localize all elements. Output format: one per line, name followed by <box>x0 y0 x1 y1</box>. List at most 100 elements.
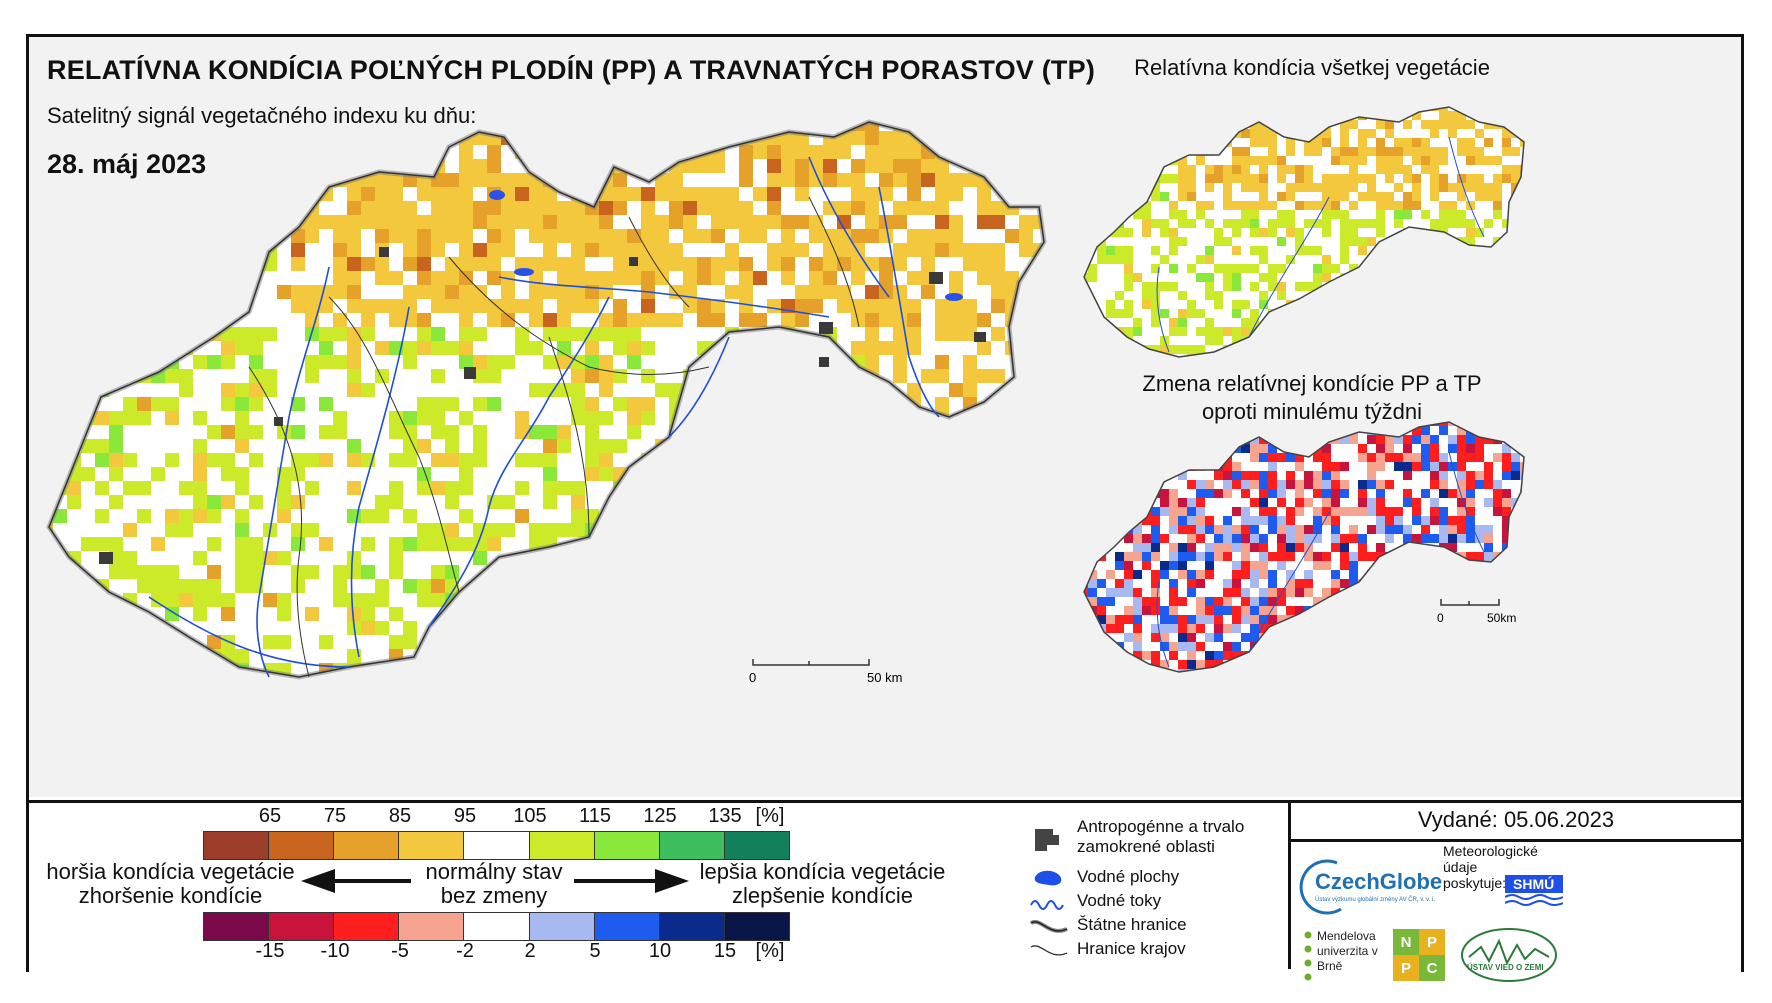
worse-label-2: zhoršenie kondície <box>78 883 263 908</box>
nppc-letter: P <box>1419 929 1445 955</box>
change-colorbar <box>203 912 790 941</box>
legend-rivers: Vodné toky <box>1029 891 1289 913</box>
condition-tick: 65 <box>258 805 282 827</box>
condition-tick: 135 <box>708 805 742 827</box>
issued-date: Vydané: 05.06.2023 <box>1417 807 1615 832</box>
legend-arrows <box>301 869 689 893</box>
condition-color-swatch <box>464 832 530 859</box>
arrow-left-icon <box>301 869 335 893</box>
shmu-logo: SHMÚ <box>1505 867 1563 911</box>
scale-main-end: 50 km <box>867 670 902 685</box>
condition-tick: 125 <box>643 805 677 827</box>
river-icon <box>1030 900 1064 910</box>
anthropogenic-areas-main <box>99 247 986 564</box>
change-tick: -5 <box>391 940 409 962</box>
condition-tick-unit: [%] <box>755 805 785 827</box>
region-border-icon <box>1030 945 1068 956</box>
condition-color-swatch <box>529 832 595 859</box>
map-panel: 0 50 km <box>29 37 1741 797</box>
region-borders-main <box>248 196 860 678</box>
nppc-letter: C <box>1419 955 1445 981</box>
condition-color-swatch <box>334 832 400 859</box>
scale-main-zero: 0 <box>749 670 756 685</box>
inset-all-vegetation-map <box>1084 107 1524 357</box>
better-label-1: lepšia kondícia vegetácie <box>699 859 946 884</box>
date-label: 28. máj 2023 <box>47 149 207 179</box>
change-color-swatch <box>659 913 725 940</box>
change-color-swatch <box>464 913 530 940</box>
condition-color-swatch <box>659 832 725 859</box>
legend-panel: 65 75 85 95 105 115 125 135 [%] horšia k… <box>29 800 1741 982</box>
legend-anthropogenic-label: Antropogénne a trvalo zamokrené oblasti <box>1077 817 1245 856</box>
change-tick: 10 <box>648 940 672 962</box>
normal-label-1: normálny stav <box>425 859 563 884</box>
water-body-icon <box>1034 870 1062 886</box>
rivers-inset-a <box>1156 136 1485 353</box>
change-ticks: -15 -10 -5 -2 2 5 10 15 [%] <box>203 940 803 964</box>
rivers-inset-b <box>1156 451 1485 668</box>
condition-tick: 105 <box>513 805 547 827</box>
condition-tick: 75 <box>323 805 347 827</box>
condition-color-swatch <box>204 832 270 859</box>
change-tick: 15 <box>713 940 737 962</box>
mendel-text: Mendelova univerzita v Brně <box>1317 929 1378 973</box>
nppc-letter: P <box>1393 955 1419 981</box>
inset-change-map <box>1084 422 1524 672</box>
czechglobe-logo: CzechGlobe Ústav výzkumu globální změny … <box>1297 855 1442 917</box>
condition-tick: 95 <box>453 805 477 827</box>
change-tick: 2 <box>524 940 536 962</box>
legend-water-bodies: Vodné plochy <box>1029 867 1289 889</box>
inset-top-title: Relatívna kondícia všetkej vegetácie <box>1134 55 1490 80</box>
condition-color-swatch <box>399 832 465 859</box>
legend-separator <box>1288 803 1291 969</box>
map-frame: 0 50 km <box>26 34 1744 982</box>
change-color-swatch <box>269 913 335 940</box>
state-border-icon <box>1029 919 1068 933</box>
condition-ticks: 65 75 85 95 105 115 125 135 [%] <box>203 805 803 829</box>
change-color-swatch <box>399 913 465 940</box>
czechglobe-text: CzechGlobe <box>1315 869 1443 894</box>
scale-bar-main <box>752 659 870 666</box>
worse-label-1: horšia kondícia vegetácie <box>46 859 295 884</box>
change-tick: -10 <box>320 940 350 962</box>
map-svg: 0 50 km <box>29 106 1525 685</box>
water-bodies-main <box>489 190 963 301</box>
change-color-swatch <box>529 913 595 940</box>
change-tick: -2 <box>456 940 474 962</box>
change-color-swatch <box>204 913 270 940</box>
uvz-logo: ÚSTAV VIED O ZEMI <box>1459 927 1559 983</box>
condition-color-swatch <box>724 832 789 859</box>
legend-region-border-label: Hranice krajov <box>1077 939 1186 958</box>
uvz-text: ÚSTAV VIED O ZEMI <box>1467 963 1544 972</box>
scale-bar-inset <box>1440 599 1500 606</box>
nppc-letter: N <box>1393 929 1419 955</box>
legend-rivers-label: Vodné toky <box>1077 891 1162 910</box>
legend-region-border: Hranice krajov <box>1029 939 1289 961</box>
rivers-main <box>148 156 940 678</box>
czechglobe-subtext: Ústav výzkumu globální změny AV ČR, v. v… <box>1315 897 1436 903</box>
condition-tick: 85 <box>388 805 412 827</box>
inset-bottom-title-2: oproti minulému týždni <box>1201 399 1423 424</box>
page-title: RELATÍVNA KONDÍCIA POĽNÝCH PLODÍN (PP) A… <box>47 55 1096 85</box>
change-color-swatch <box>334 913 400 940</box>
legend-anthropogenic: Antropogénne a trvalo zamokrené oblasti <box>1029 817 1289 859</box>
change-tick-unit: [%] <box>755 940 785 962</box>
better-label-2: zlepšenie kondície <box>731 883 913 908</box>
condition-color-swatch <box>594 832 660 859</box>
legend-state-border-label: Štátne hranice <box>1077 915 1187 934</box>
meteo-provider-label: Meteorologické údaje poskytuje: <box>1443 843 1538 891</box>
change-color-swatch <box>594 913 660 940</box>
subtitle: Satelitný signál vegetačného indexu ku d… <box>47 103 477 128</box>
mendel-logo: Mendelova univerzita v Brně <box>1304 929 1379 981</box>
legend-state-border: Štátne hranice <box>1029 915 1289 937</box>
anthropogenic-icon <box>1035 829 1059 851</box>
scale-inset-zero: 0 <box>1437 611 1444 625</box>
arrow-right-icon <box>655 869 689 893</box>
inset-bottom-title-1: Zmena relatívnej kondície PP a TP <box>1142 371 1482 396</box>
condition-tick: 115 <box>579 805 611 827</box>
shmu-text: SHMÚ <box>1513 876 1555 892</box>
normal-label-2: bez zmeny <box>440 883 548 908</box>
condition-colorbar <box>203 831 790 860</box>
condition-color-swatch <box>269 832 335 859</box>
change-tick: 5 <box>589 940 601 962</box>
